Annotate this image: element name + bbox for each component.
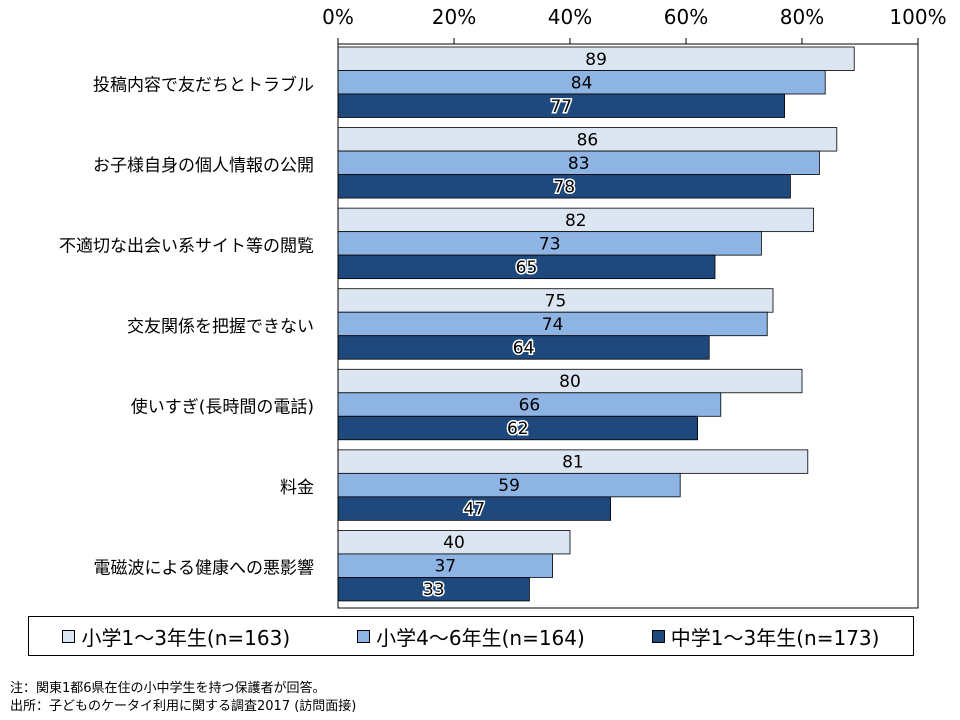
bar-value-label: 65 (516, 258, 538, 278)
bar-value-label: 86 (577, 130, 599, 150)
legend-label: 小学4～6年生(n=164) (376, 625, 585, 650)
x-tick-label: 80% (780, 5, 824, 29)
category-label: 電磁波による健康への悪影響 (94, 559, 315, 579)
legend-swatch (357, 629, 371, 643)
bar-value-label: 83 (568, 154, 590, 174)
legend-item: 小学4～6年生(n=164) (357, 622, 585, 651)
bar-value-label: 78 (553, 177, 575, 197)
x-axis-ticks: 0% 20% 40% 60% 80% 100% (322, 5, 947, 44)
source-line: 出所：子どものケータイ利用に関する調査2017 (訪問面接) (10, 699, 357, 714)
bar-value-label: 81 (562, 453, 584, 473)
category-label: 料金 (280, 478, 314, 498)
bar-value-label: 37 (434, 557, 456, 577)
bar-value-label: 84 (571, 73, 593, 93)
bar-value-label: 80 (559, 372, 581, 392)
bar-value-label: 62 (507, 419, 529, 439)
bar-value-label: 82 (565, 211, 587, 231)
category-labels: 投稿内容で友だちとトラブルお子様自身の個人情報の公開不適切な出会い系サイト等の閲… (59, 74, 314, 578)
x-tick-label: 100% (889, 5, 946, 29)
bar-value-label: 59 (498, 476, 520, 496)
bar-value-label: 64 (513, 338, 535, 358)
bar-value-label: 73 (539, 234, 561, 254)
bar-value-label: 75 (545, 291, 567, 311)
legend-item: 小学1～3年生(n=163) (62, 622, 290, 651)
x-tick-label: 40% (548, 5, 592, 29)
bar-value-label: 47 (463, 500, 485, 520)
legend-swatch (651, 629, 665, 643)
legend-label: 小学1～3年生(n=163) (81, 625, 291, 650)
category-label: お子様自身の個人情報の公開 (93, 156, 314, 176)
bar-chart: 0% 20% 40% 60% 80% 100% 投稿内容で友だちとトラブルお子様自身の個人… (59, 5, 947, 609)
bar-value-label: 74 (542, 315, 564, 335)
x-tick-label: 0% (322, 5, 354, 29)
bar-value-label: 33 (423, 580, 445, 600)
bar-value-label: 66 (519, 396, 541, 416)
category-label: 投稿内容で友だちとトラブル (93, 74, 314, 95)
x-tick-label: 60% (664, 5, 708, 29)
plot-frame (337, 43, 919, 609)
note-line: 注：関東1都6県在住の小中学生を持つ保護者が回答。 (10, 681, 326, 696)
category-label: 交友関係を把握できない (127, 317, 314, 337)
legend-swatch (62, 629, 76, 643)
bar-value-label: 40 (443, 533, 465, 553)
category-label: 不適切な出会い系サイト等の閲覧 (59, 236, 314, 256)
legend-item: 中学1～3年生(n=173) (651, 622, 880, 651)
category-label: 使いすぎ(長時間の電話) (131, 397, 314, 418)
legend: 小学1～3年生(n=163) 小学4～6年生(n=164) 中学1～3年生(n=17… (28, 616, 914, 656)
bar-value-label: 77 (550, 97, 572, 117)
bar-value-label: 89 (585, 50, 607, 70)
notes: 注：関東1都6県在住の小中学生を持つ保護者が回答。 出所：子どものケータイ利用に… (10, 680, 356, 716)
x-tick-label: 20% (432, 5, 476, 29)
legend-label: 中学1～3年生(n=173) (670, 625, 880, 650)
